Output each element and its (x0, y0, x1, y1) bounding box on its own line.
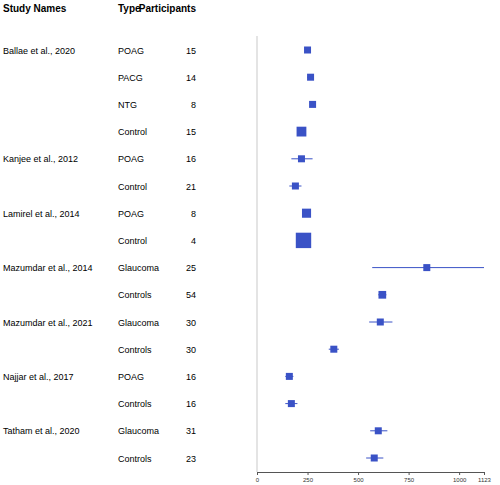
point-estimate (302, 209, 311, 218)
forest-plot: Study Names TypeParticipants Ballae et al.… (0, 0, 500, 485)
study-name: Lamirel et al., 2014 (3, 209, 80, 219)
study-name: Mazumdar et al., 2021 (3, 318, 93, 328)
marks (285, 47, 484, 462)
tick-label: 1000 (453, 477, 467, 483)
tick-label: 750 (404, 477, 415, 483)
group-type: Glaucoma (118, 263, 159, 273)
column-header: Type (118, 3, 141, 14)
point-estimate (330, 346, 337, 353)
x-axis: 0 250 500 750 1000 1123 (256, 472, 492, 483)
participants: 30 (186, 345, 196, 355)
point-estimate (288, 400, 295, 407)
study-name: Tatham et al., 2020 (3, 426, 80, 436)
tick: 750 (404, 472, 415, 483)
group-type: Control (118, 236, 147, 246)
point-estimate (286, 373, 293, 380)
tick: 1123 (478, 472, 492, 483)
tick-mark (484, 472, 485, 475)
column-header: Participants (139, 3, 197, 14)
participants: 16 (186, 372, 196, 382)
tick-mark (459, 472, 460, 475)
group-type: Controls (118, 399, 152, 409)
group-type: Controls (118, 454, 152, 464)
participants: 54 (186, 290, 196, 300)
point-estimate (371, 455, 378, 462)
study-name: Kanjee et al., 2012 (3, 154, 78, 164)
group-type: Control (118, 127, 147, 137)
group-type: Control (118, 182, 147, 192)
point-estimate (292, 183, 299, 190)
tick: 250 (303, 472, 314, 483)
study-name: Ballae et al., 2020 (3, 46, 75, 56)
participants: 31 (186, 426, 196, 436)
point-estimate (377, 319, 384, 326)
group-type: POAG (118, 372, 144, 382)
group-type: Controls (118, 345, 152, 355)
group-type: Glaucoma (118, 318, 159, 328)
group-type: PACG (118, 73, 143, 83)
participants: 16 (186, 154, 196, 164)
participants: 8 (191, 100, 196, 110)
point-estimate (297, 127, 307, 137)
group-type: NTG (118, 100, 137, 110)
participants: 25 (186, 263, 196, 273)
point-estimate (378, 291, 386, 299)
group-type: Glaucoma (118, 426, 159, 436)
participants: 16 (186, 399, 196, 409)
tick-label: 500 (354, 477, 365, 483)
study-name: Najjar et al., 2017 (3, 372, 74, 382)
point-estimate (307, 74, 314, 81)
point-estimate (309, 101, 316, 108)
point-estimate (304, 47, 311, 54)
study-name: Mazumdar et al., 2014 (3, 263, 93, 273)
plot-frame (257, 36, 258, 472)
point-estimate (423, 264, 430, 271)
participants: 30 (186, 318, 196, 328)
participants: 15 (186, 46, 196, 56)
participants: 23 (186, 454, 196, 464)
tick: 500 (354, 472, 365, 483)
tick-label: 1123 (478, 477, 492, 483)
tick-mark (257, 472, 258, 475)
group-type: POAG (118, 154, 144, 164)
participants: 15 (186, 127, 196, 137)
tick: 0 (256, 472, 260, 483)
axis-line (258, 473, 485, 476)
tick: 1000 (453, 472, 467, 483)
participants: 8 (191, 209, 196, 219)
tick-label: 250 (303, 477, 314, 483)
tick-label: 0 (256, 477, 260, 483)
tick-mark (308, 472, 309, 475)
point-estimate (375, 427, 382, 434)
tick-mark (409, 472, 410, 475)
tick-mark (358, 472, 359, 475)
point-estimate (298, 155, 305, 162)
participants: 14 (186, 73, 196, 83)
group-type: Controls (118, 290, 152, 300)
participants: 4 (191, 236, 196, 246)
point-estimate (296, 233, 311, 248)
participants: 21 (186, 182, 196, 192)
column-header: Study Names (3, 3, 67, 14)
group-type: POAG (118, 209, 144, 219)
group-type: POAG (118, 46, 144, 56)
